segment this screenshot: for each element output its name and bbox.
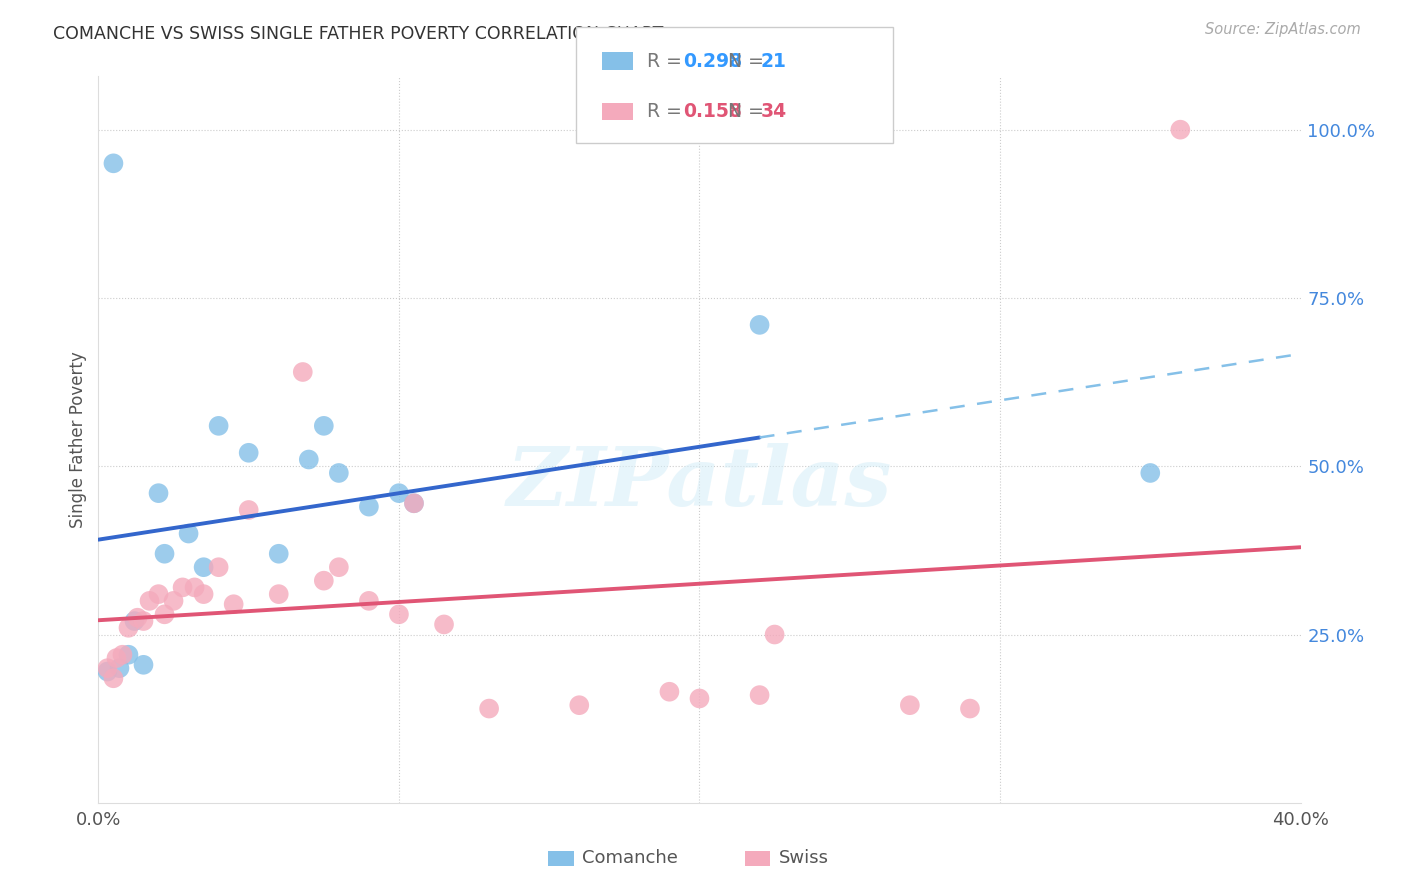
Point [312,574,335,588]
Point [748,318,770,332]
Point [267,587,290,601]
Point [96,661,118,675]
Text: ZIPatlas: ZIPatlas [506,443,893,523]
Point [748,688,770,702]
Text: 21: 21 [761,52,786,70]
Point [111,648,134,662]
Point [388,486,411,500]
Point [433,617,456,632]
Point [172,581,194,595]
Point [148,587,170,601]
Point [357,500,380,514]
Point [124,614,146,628]
Point [103,671,125,685]
Point [222,597,245,611]
Point [208,418,231,433]
Point [183,581,205,595]
Point [328,466,350,480]
Point [193,587,215,601]
Text: Swiss: Swiss [779,849,830,867]
Point [357,594,380,608]
Point [96,665,118,679]
Text: N =: N = [728,102,770,121]
Point [402,496,425,510]
Point [103,156,125,170]
Point [108,661,131,675]
Text: Source: ZipAtlas.com: Source: ZipAtlas.com [1205,22,1361,37]
Point [138,594,160,608]
Point [193,560,215,574]
Point [153,607,176,622]
Point [153,547,176,561]
Point [1170,122,1192,136]
Y-axis label: Single Father Poverty: Single Father Poverty [69,351,87,528]
Point [105,651,128,665]
Point [238,503,260,517]
Point [162,594,184,608]
Point [763,627,786,641]
Point [132,614,155,628]
Text: 0.298: 0.298 [683,52,742,70]
Point [1139,466,1161,480]
Text: Comanche: Comanche [582,849,678,867]
Point [658,684,681,698]
Point [148,486,170,500]
Point [478,701,501,715]
Point [688,691,710,706]
Point [117,648,139,662]
Text: COMANCHE VS SWISS SINGLE FATHER POVERTY CORRELATION CHART: COMANCHE VS SWISS SINGLE FATHER POVERTY … [53,25,664,43]
Text: 0.158: 0.158 [683,102,742,121]
Point [568,698,591,713]
Text: R =: R = [647,102,688,121]
Text: N =: N = [728,52,770,70]
Point [898,698,921,713]
Text: R =: R = [647,52,688,70]
Point [117,621,139,635]
Text: 34: 34 [761,102,787,121]
Point [312,418,335,433]
Point [291,365,314,379]
Point [388,607,411,622]
Point [132,657,155,672]
Point [208,560,231,574]
Point [127,610,149,624]
Point [267,547,290,561]
Point [238,446,260,460]
Point [177,526,200,541]
Point [298,452,321,467]
Point [328,560,350,574]
Point [959,701,981,715]
Point [402,496,425,510]
